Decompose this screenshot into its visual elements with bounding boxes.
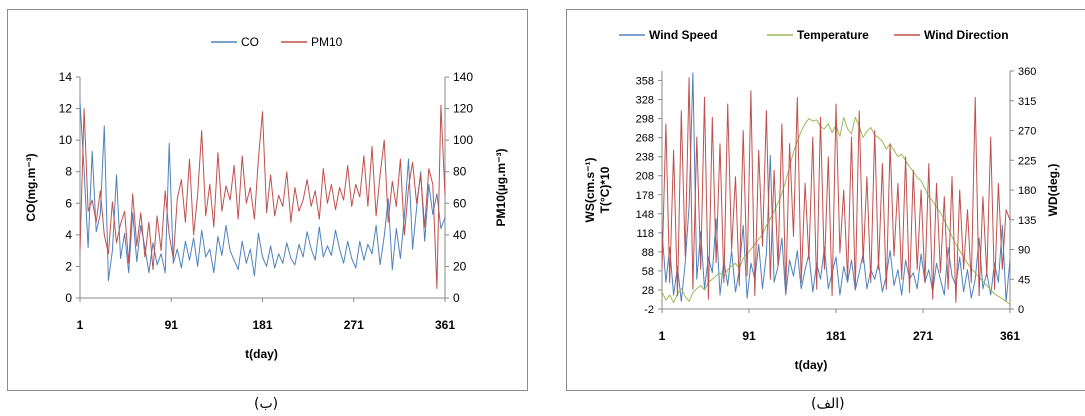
y-tick-label: 10 xyxy=(59,133,73,147)
y-tick-label: 6 xyxy=(65,196,72,210)
legend-label: Wind Direction xyxy=(924,28,1009,42)
legend-label: Wind Speed xyxy=(649,28,718,42)
legend-label: Temperature xyxy=(797,28,869,42)
y-axis-title: CO(mg.m⁻³) xyxy=(24,153,38,221)
y2-tick-label: 40 xyxy=(453,228,467,242)
y2-tick-label: 135 xyxy=(1018,215,1036,227)
x-tick-label: 361 xyxy=(1000,329,1020,343)
y2-tick-label: 270 xyxy=(1018,126,1036,138)
legend-label: CO xyxy=(241,35,259,49)
y-tick-label: 118 xyxy=(636,228,654,240)
y-tick-label: -2 xyxy=(644,304,654,316)
y2-tick-label: 100 xyxy=(453,133,473,147)
x-tick-label: 181 xyxy=(826,329,846,343)
y-tick-label: 2 xyxy=(65,259,72,273)
y-tick-label: 12 xyxy=(59,102,73,116)
x-tick-label: 91 xyxy=(165,318,179,332)
y2-tick-label: 80 xyxy=(453,165,467,179)
y-tick-label: 268 xyxy=(636,133,654,145)
x-axis-title: t(day) xyxy=(795,358,828,372)
x-tick-label: 361 xyxy=(435,318,455,332)
x-axis-title: t(day) xyxy=(245,347,278,361)
y-tick-label: 178 xyxy=(636,190,654,202)
x-tick-label: 91 xyxy=(742,329,756,343)
y2-tick-label: 180 xyxy=(1018,185,1036,197)
wind-temperature-chart-panel: -2 28 58 88 118 148 178 208 238 268 298 328 358 0 45 90… xyxy=(566,9,1085,391)
y2-tick-label: 20 xyxy=(453,259,467,273)
y2-tick-label: 140 xyxy=(453,70,473,84)
y2-tick-label: 0 xyxy=(453,291,460,305)
y-tick-label: 328 xyxy=(636,95,654,107)
y-tick-label: 358 xyxy=(636,76,654,88)
y-tick-label: 8 xyxy=(65,165,72,179)
chart-a-caption: (الف) xyxy=(811,396,845,412)
y-tick-label: 4 xyxy=(65,228,72,242)
chart-b-caption: (ب) xyxy=(254,396,279,412)
series-line-wind-direction xyxy=(661,77,1011,303)
y2-tick-label: 60 xyxy=(453,196,467,210)
x-tick-label: 1 xyxy=(77,318,84,332)
y-tick-label: 208 xyxy=(636,171,654,183)
y-axis-title-secondary: T(°C)*10 xyxy=(598,166,612,213)
y-tick-label: 88 xyxy=(642,247,654,259)
y-tick-label: 148 xyxy=(636,209,654,221)
y2-tick-label: 45 xyxy=(1018,274,1030,286)
y2-axis-title: PM10(µg.m⁻³) xyxy=(494,149,508,227)
y2-tick-label: 225 xyxy=(1018,155,1036,167)
y-tick-label: 58 xyxy=(642,266,654,278)
y-tick-label: 28 xyxy=(642,285,654,297)
y2-tick-label: 360 xyxy=(1018,66,1036,78)
x-tick-label: 1 xyxy=(659,329,666,343)
series-line-temperature xyxy=(661,116,1011,305)
x-tick-label: 271 xyxy=(344,318,364,332)
series-line-wind-speed xyxy=(661,72,1011,302)
legend-label: PM10 xyxy=(311,35,343,49)
y2-axis-title: WD(deg.) xyxy=(1046,164,1060,217)
wind-temperature-chart: -2 28 58 88 118 148 178 208 238 268 298 328 358 0 45 90… xyxy=(583,28,1060,372)
y2-tick-label: 90 xyxy=(1018,245,1030,257)
x-tick-label: 271 xyxy=(913,329,933,343)
series-line-co xyxy=(79,102,446,282)
y-tick-label: 0 xyxy=(65,291,72,305)
y2-tick-label: 120 xyxy=(453,102,473,116)
series-line-pm10 xyxy=(79,104,446,289)
y2-tick-label: 0 xyxy=(1018,304,1024,316)
y2-tick-label: 315 xyxy=(1018,96,1036,108)
y-tick-label: 238 xyxy=(636,152,654,164)
y-tick-label: 14 xyxy=(59,70,73,84)
y-axis-title: WS(cm.s⁻¹) xyxy=(583,157,597,222)
y-tick-label: 298 xyxy=(636,114,654,126)
x-tick-label: 181 xyxy=(252,318,272,332)
co-pm10-chart-panel: 0 2 4 6 8 10 12 14 0 20 40 60 80 100 120 140 1 91 181 271 36… xyxy=(7,9,528,391)
